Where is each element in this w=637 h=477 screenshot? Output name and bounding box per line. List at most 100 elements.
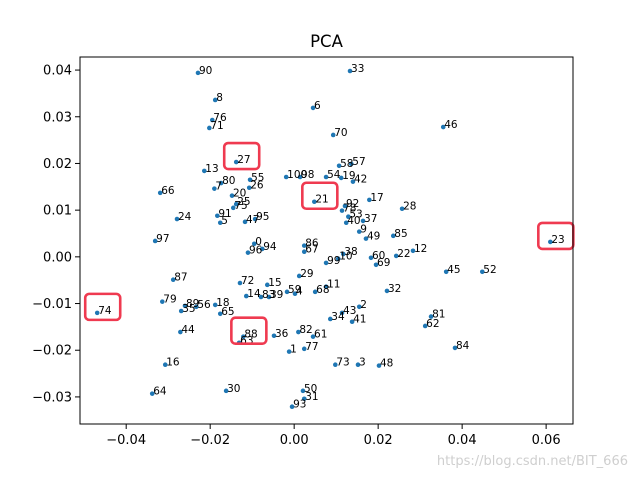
- point-label-98: 98: [301, 169, 314, 181]
- point-26: [246, 185, 252, 191]
- point-4: [292, 291, 298, 297]
- point-label-94: 94: [263, 241, 277, 253]
- y-tick-label: 0.02: [43, 157, 72, 172]
- point-label-58: 58: [340, 158, 353, 170]
- point-label-17: 17: [370, 192, 383, 204]
- point-label-7: 7: [215, 181, 222, 193]
- point-label-48: 48: [380, 358, 393, 370]
- point-25: [233, 201, 239, 207]
- point-28: [399, 206, 405, 212]
- point-label-61: 61: [314, 329, 327, 341]
- point-label-52: 52: [483, 264, 496, 276]
- point-label-89: 89: [186, 298, 199, 310]
- point-label-76: 76: [213, 112, 227, 124]
- point-label-56: 56: [197, 299, 211, 311]
- point-label-90: 90: [199, 65, 212, 77]
- point-label-50: 50: [304, 383, 317, 395]
- point-label-100: 100: [287, 169, 307, 181]
- point-100: [283, 174, 289, 180]
- point-label-16: 16: [166, 357, 180, 369]
- point-2: [356, 304, 362, 310]
- x-axis: −0.04 −0.02 0.00 0.02 0.04 0.06: [106, 424, 561, 448]
- point-60: [368, 255, 374, 261]
- point-3: [355, 362, 361, 368]
- point-label-34: 34: [331, 311, 345, 323]
- point-93: [289, 404, 295, 410]
- point-59: [284, 289, 290, 295]
- point-18: [212, 302, 218, 308]
- point-91: [215, 213, 220, 219]
- point-label-8: 8: [216, 92, 223, 104]
- x-tick-label: 0.00: [280, 433, 309, 448]
- point-94: [259, 246, 265, 252]
- point-57: [348, 161, 354, 167]
- point-49: [363, 236, 369, 241]
- point-label-85: 85: [394, 228, 407, 240]
- x-tick-label: −0.02: [190, 433, 230, 448]
- point-32: [384, 288, 390, 294]
- point-label-92: 92: [346, 198, 359, 210]
- point-label-40: 40: [347, 215, 360, 227]
- point-label-62: 62: [426, 318, 439, 330]
- point-label-28: 28: [403, 201, 416, 213]
- y-tick-label: −0.03: [32, 390, 72, 405]
- point-58: [336, 163, 342, 169]
- point-40: [343, 220, 349, 226]
- highlight-box-88: [230, 316, 268, 345]
- point-84: [452, 345, 458, 351]
- point-35: [178, 308, 184, 314]
- point-29: [296, 273, 302, 279]
- point-20: [229, 193, 235, 198]
- y-tick-label: 0.00: [43, 250, 72, 265]
- point-99: [323, 260, 329, 266]
- point-87: [170, 277, 176, 283]
- point-33: [347, 68, 353, 74]
- point-34: [327, 316, 333, 322]
- point-label-33: 33: [351, 63, 364, 75]
- point-label-71: 71: [210, 120, 223, 132]
- point-label-66: 66: [161, 185, 175, 197]
- point-23: [548, 239, 553, 245]
- point-label-14: 14: [247, 288, 261, 300]
- point-11: [323, 284, 329, 290]
- scatter-points: [94, 68, 553, 410]
- point-label-59: 59: [288, 284, 301, 296]
- point-label-4: 4: [296, 286, 303, 298]
- point-label-35: 35: [182, 303, 195, 315]
- point-39: [266, 294, 272, 300]
- point-label-55: 55: [251, 172, 264, 184]
- point-78: [339, 208, 345, 213]
- point-label-65: 65: [221, 306, 234, 318]
- point-68: [312, 289, 318, 295]
- point-label-39: 39: [270, 289, 283, 301]
- point-54: [323, 174, 329, 180]
- point-label-72: 72: [241, 275, 254, 287]
- point-label-10: 10: [339, 251, 352, 263]
- point-label-82: 82: [299, 324, 312, 336]
- point-79: [160, 299, 165, 304]
- point-label-20: 20: [233, 188, 246, 200]
- x-tick-label: 0.04: [448, 433, 477, 448]
- point-77: [301, 346, 307, 352]
- x-tick-label: 0.02: [364, 433, 393, 448]
- point-label-68: 68: [316, 284, 329, 296]
- point-86: [301, 243, 307, 248]
- point-label-30: 30: [227, 383, 240, 395]
- point-label-57: 57: [352, 156, 365, 168]
- point-53: [346, 214, 351, 219]
- point-24: [174, 216, 180, 222]
- point-56: [194, 304, 199, 310]
- point-61: [310, 334, 316, 339]
- highlight-box-21: [301, 181, 339, 211]
- point-27: [233, 159, 239, 165]
- point-label-95: 95: [256, 211, 269, 223]
- point-label-77: 77: [305, 341, 318, 353]
- point-label-18: 18: [216, 297, 229, 309]
- point-81: [428, 314, 434, 319]
- point-label-42: 42: [354, 174, 367, 186]
- point-14: [243, 293, 249, 299]
- point-label-32: 32: [388, 283, 401, 295]
- point-label-1: 1: [290, 344, 297, 356]
- point-label-45: 45: [447, 264, 460, 276]
- point-95: [252, 216, 258, 222]
